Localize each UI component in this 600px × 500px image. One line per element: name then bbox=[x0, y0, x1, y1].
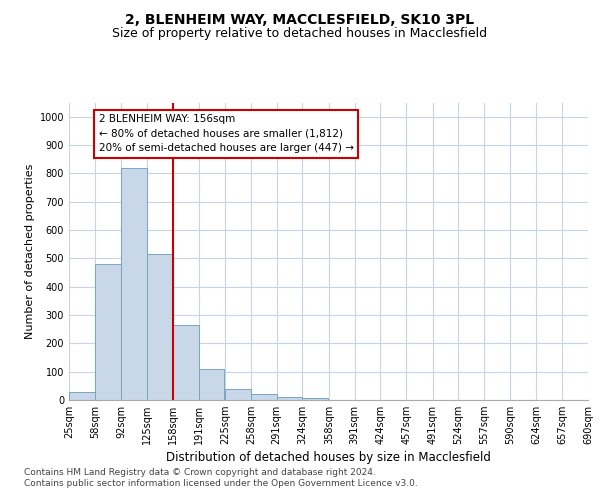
Text: 2, BLENHEIM WAY, MACCLESFIELD, SK10 3PL: 2, BLENHEIM WAY, MACCLESFIELD, SK10 3PL bbox=[125, 13, 475, 27]
Text: Size of property relative to detached houses in Macclesfield: Size of property relative to detached ho… bbox=[112, 28, 488, 40]
Bar bbox=[251, 394, 277, 400]
Bar bbox=[225, 389, 251, 400]
Text: Contains HM Land Registry data © Crown copyright and database right 2024.
Contai: Contains HM Land Registry data © Crown c… bbox=[24, 468, 418, 487]
Bar bbox=[95, 264, 121, 400]
Bar bbox=[69, 392, 95, 400]
Text: 2 BLENHEIM WAY: 156sqm
← 80% of detached houses are smaller (1,812)
20% of semi-: 2 BLENHEIM WAY: 156sqm ← 80% of detached… bbox=[98, 114, 353, 154]
Bar bbox=[147, 254, 173, 400]
Bar bbox=[121, 168, 147, 400]
Bar bbox=[277, 397, 302, 400]
Y-axis label: Number of detached properties: Number of detached properties bbox=[25, 164, 35, 339]
Bar bbox=[302, 398, 328, 400]
X-axis label: Distribution of detached houses by size in Macclesfield: Distribution of detached houses by size … bbox=[166, 452, 491, 464]
Bar bbox=[173, 325, 199, 400]
Bar bbox=[199, 369, 224, 400]
